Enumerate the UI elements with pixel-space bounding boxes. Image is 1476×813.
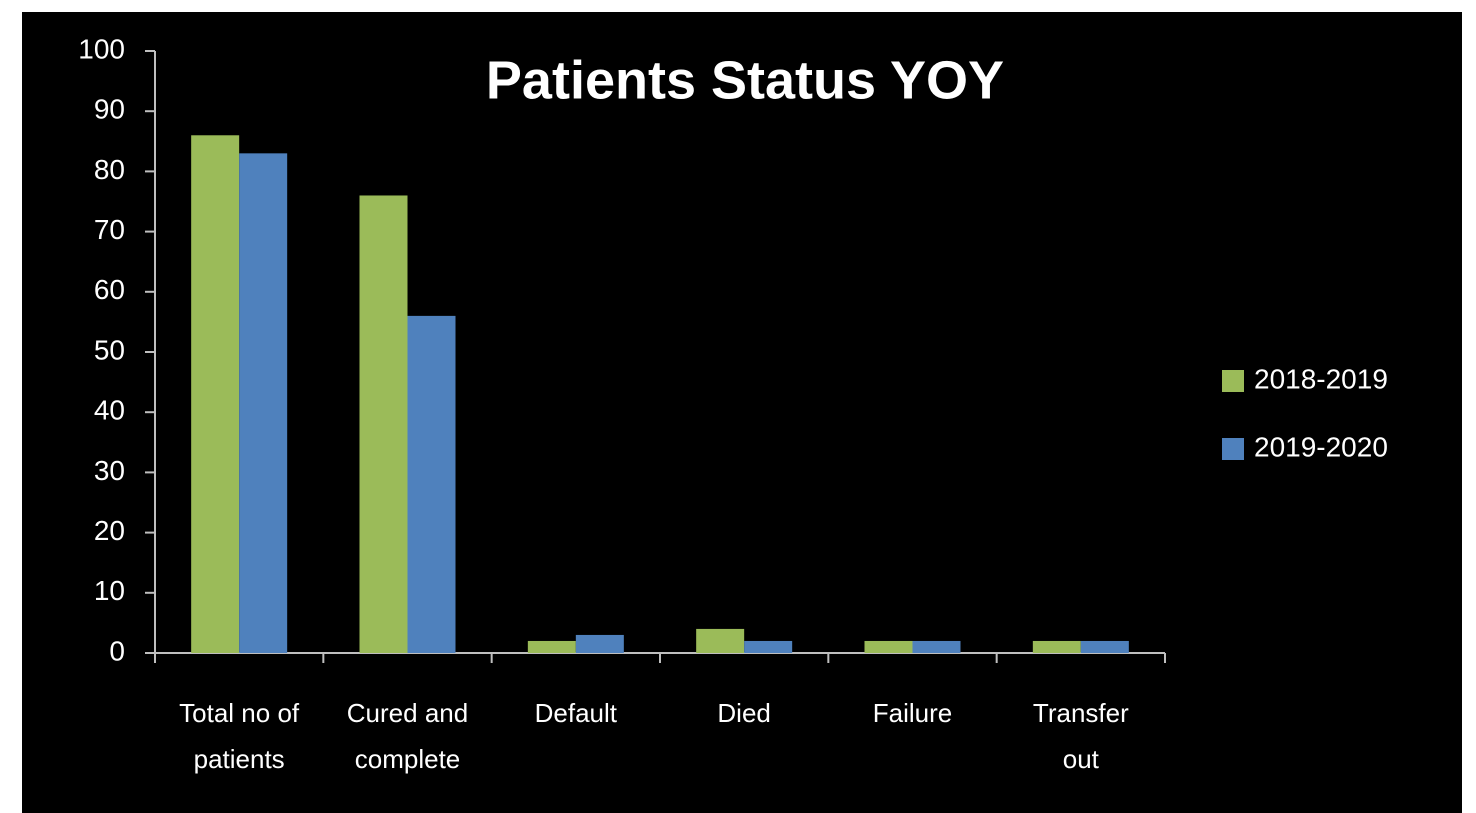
x-tick-label: Default bbox=[534, 698, 618, 728]
x-tick-label: Failure bbox=[872, 698, 953, 728]
legend-label: 2019-2020 bbox=[1254, 431, 1388, 462]
y-tick-label: 20 bbox=[94, 515, 125, 546]
y-tick-label: 100 bbox=[78, 33, 125, 64]
x-tick-label: Cured and complete bbox=[346, 698, 469, 774]
y-tick-label: 10 bbox=[94, 575, 125, 606]
x-tick-label: Total no of patients bbox=[179, 698, 300, 774]
y-tick-label: 80 bbox=[94, 154, 125, 185]
legend-swatch bbox=[1222, 370, 1244, 392]
bar bbox=[575, 634, 624, 653]
x-tick-label: Transfer out bbox=[1032, 698, 1129, 774]
chart-title: Patients Status YOY bbox=[486, 50, 1004, 110]
legend-label: 2018-2019 bbox=[1254, 363, 1388, 394]
bar bbox=[239, 153, 288, 653]
bar bbox=[191, 135, 240, 653]
bar bbox=[359, 195, 408, 654]
bar bbox=[1032, 640, 1081, 653]
bar bbox=[912, 640, 961, 653]
bar bbox=[527, 640, 576, 653]
y-tick-label: 0 bbox=[109, 635, 125, 666]
y-tick-label: 90 bbox=[94, 94, 125, 125]
y-tick-label: 70 bbox=[94, 214, 125, 245]
bar bbox=[744, 640, 793, 653]
bar bbox=[407, 315, 456, 653]
bar bbox=[696, 628, 745, 653]
y-tick-label: 50 bbox=[94, 334, 125, 365]
y-tick-label: 60 bbox=[94, 274, 125, 305]
x-tick-label: Died bbox=[717, 698, 771, 728]
y-tick-label: 30 bbox=[94, 455, 125, 486]
bar bbox=[864, 640, 913, 653]
bar bbox=[1080, 640, 1129, 653]
y-tick-label: 40 bbox=[94, 395, 125, 426]
legend-swatch bbox=[1222, 438, 1244, 460]
